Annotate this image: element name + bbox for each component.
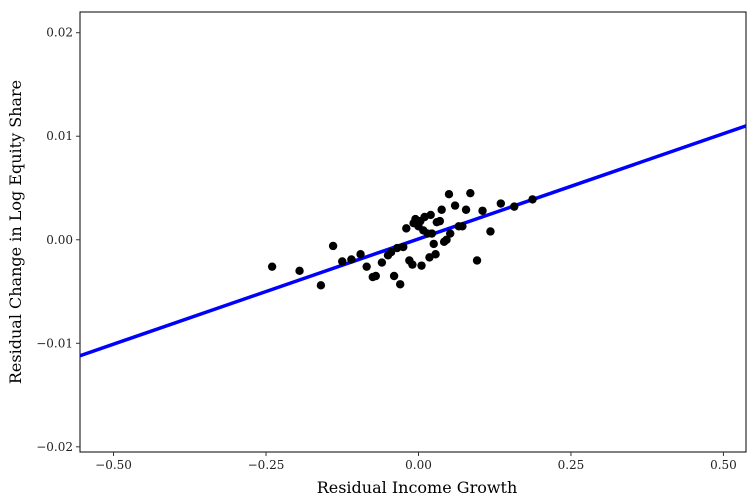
x-tick-label: 0.50 — [710, 458, 737, 472]
data-point — [446, 229, 455, 238]
data-point — [472, 256, 482, 265]
data-point — [435, 216, 445, 226]
data-point — [408, 260, 417, 269]
data-point — [442, 235, 451, 244]
data-point — [362, 262, 371, 271]
data-point — [356, 250, 365, 259]
y-tick-label: 0.02 — [46, 26, 73, 40]
data-point — [386, 247, 396, 257]
data-point — [431, 250, 440, 259]
fit-line-group — [79, 124, 747, 358]
data-point — [427, 229, 437, 238]
data-point — [444, 190, 454, 199]
data-point — [295, 266, 304, 276]
data-point — [417, 261, 426, 270]
data-point — [478, 206, 487, 215]
data-point — [377, 258, 387, 267]
x-tick-label: 0.25 — [558, 458, 585, 472]
y-tick-label: −0.01 — [36, 336, 73, 350]
fit-line — [79, 124, 747, 358]
data-point — [395, 280, 405, 289]
data-point — [496, 199, 506, 208]
y-tick-label: 0.01 — [46, 129, 73, 143]
data-point — [426, 210, 435, 220]
data-point — [429, 239, 438, 249]
data-point — [338, 257, 347, 266]
data-point — [461, 205, 471, 214]
data-point — [510, 202, 519, 211]
points-group — [267, 188, 537, 290]
data-point — [328, 241, 338, 251]
x-tick-label: −0.50 — [95, 458, 132, 472]
data-point — [347, 255, 356, 264]
plot-frame — [79, 11, 747, 453]
x-tick-label: 0.00 — [405, 458, 432, 472]
y-axis: −0.02 −0.01 0.00 0.01 0.02 — [36, 26, 80, 454]
data-point — [399, 242, 408, 252]
data-point — [267, 262, 277, 271]
y-tick-label: 0.00 — [46, 233, 73, 247]
plot-area — [79, 11, 747, 453]
data-point — [528, 195, 537, 204]
data-point — [466, 188, 475, 198]
x-axis: −0.50 −0.25 0.00 0.25 0.50 — [95, 452, 737, 472]
data-point — [389, 271, 399, 281]
x-axis-title: Residual Income Growth — [317, 478, 518, 496]
data-point — [458, 222, 467, 231]
data-point — [437, 205, 446, 214]
y-axis-title: Residual Change in Log Equity Share — [6, 80, 25, 384]
data-point — [402, 224, 411, 233]
x-tick-label: −0.25 — [248, 458, 285, 472]
data-point — [316, 281, 326, 290]
y-tick-label: −0.02 — [36, 440, 73, 454]
data-point — [371, 271, 380, 281]
data-point — [450, 201, 460, 210]
data-point — [486, 227, 495, 236]
